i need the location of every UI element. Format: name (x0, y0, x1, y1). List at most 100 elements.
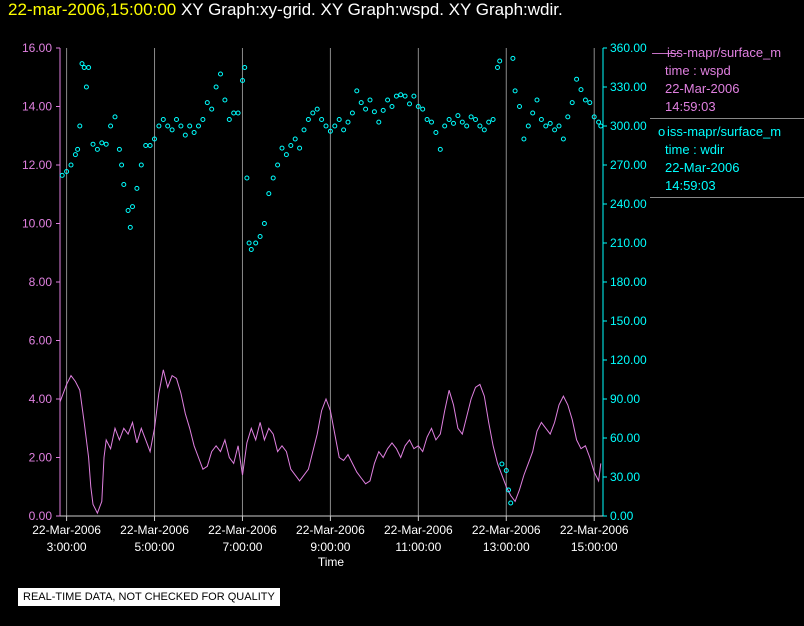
series-point-wdir (310, 110, 316, 116)
right-tick-label: 240.00 (610, 197, 647, 211)
x-tick-date-label: 22-Mar-2006 (120, 523, 189, 537)
series-point-wdir (574, 76, 580, 82)
series-point-wdir (538, 117, 544, 122)
series-point-wdir (138, 162, 144, 168)
series-point-wdir (242, 65, 248, 70)
series-point-wdir (517, 104, 522, 109)
series-point-wdir (130, 204, 135, 210)
legend-entry-wdir: o iss-mapr/surface_m time : wdir 22-Mar-… (650, 123, 804, 195)
series-point-wdir (261, 221, 267, 226)
series-point-wdir (116, 146, 122, 152)
right-tick-label: 270.00 (610, 158, 647, 172)
right-tick-label: 0.00 (610, 509, 634, 523)
series-point-wdir (486, 119, 492, 125)
series-point-wdir (200, 117, 206, 122)
series-point-wdir (534, 97, 540, 103)
legend-series-date: 22-Mar-2006 (665, 160, 740, 175)
legend-series-label: time : wspd (665, 63, 731, 78)
series-point-wdir (218, 71, 223, 77)
series-point-wdir (437, 146, 443, 152)
series-point-wdir (598, 123, 604, 129)
series-point-wdir (407, 101, 412, 107)
series-point-wdir (358, 100, 364, 106)
series-point-wdir (363, 106, 369, 112)
series-point-wdir (490, 117, 496, 122)
series-point-wdir (415, 104, 421, 109)
legend-entry-wspd: —— iss-mapr/surface_m time : wspd 22-Mar… (650, 44, 804, 116)
right-tick-label: 300.00 (610, 119, 647, 133)
x-tick-date-label: 22-Mar-2006 (384, 523, 453, 537)
series-point-wdir (297, 145, 303, 151)
series-point-wdir (332, 123, 338, 129)
right-tick-label: 180.00 (610, 275, 647, 289)
series-point-wdir (64, 169, 70, 174)
series-point-wdir (147, 143, 153, 148)
series-point-wdir (119, 162, 125, 168)
series-point-wdir (314, 106, 320, 112)
series-point-wdir (459, 119, 465, 125)
series-point-wdir (103, 141, 109, 147)
series-point-wdir (345, 119, 351, 125)
series-point-wdir (560, 136, 566, 142)
quality-note: REAL-TIME DATA, NOT CHECKED FOR QUALITY (18, 588, 280, 606)
series-point-wdir (323, 123, 329, 129)
series-point-wdir (222, 97, 228, 103)
legend-series-date: 22-Mar-2006 (665, 81, 740, 96)
x-tick-date-label: 22-Mar-2006 (560, 523, 629, 537)
series-point-wdir (398, 92, 404, 98)
series-point-wdir (543, 123, 549, 129)
series-point-wdir (253, 240, 259, 246)
series-point-wdir (191, 130, 197, 135)
series-point-wdir (380, 107, 386, 113)
series-point-wdir (231, 110, 237, 116)
series-point-wdir (83, 84, 89, 90)
series-point-wdir (169, 127, 175, 133)
series-point-wdir (121, 182, 127, 187)
right-tick-label: 60.00 (610, 431, 640, 445)
series-point-wdir (547, 120, 553, 126)
left-tick-label: 16.00 (22, 41, 52, 55)
series-point-wdir (275, 162, 281, 168)
series-point-wdir (246, 240, 252, 246)
series-point-wdir (305, 117, 311, 122)
series-point-wdir (455, 113, 461, 119)
series-point-wdir (266, 191, 272, 197)
series-point-wdir (182, 132, 188, 138)
series-point-wdir (204, 100, 210, 106)
series-point-wdir (99, 140, 105, 146)
legend-line-marker: —— (652, 45, 678, 60)
series-point-wdir (213, 84, 219, 90)
series-point-wdir (301, 127, 307, 133)
series-point-wdir (497, 58, 503, 64)
series-point-wdir (578, 87, 584, 93)
series-point-wdir (367, 97, 373, 103)
series-point-wdir (94, 146, 100, 152)
series-point-wdir (442, 123, 448, 129)
series-point-wdir (596, 119, 602, 125)
series-point-wdir (81, 65, 87, 70)
header-timestamp: 22-mar-2006,15:00:00 (8, 0, 177, 19)
series-point-wdir (112, 114, 118, 120)
right-tick-label: 90.00 (610, 392, 640, 406)
series-point-wdir (279, 145, 285, 151)
series-point-wdir (143, 143, 149, 148)
x-axis-label: Time (318, 555, 345, 569)
series-point-wdir (508, 500, 514, 506)
x-tick-time-label: 11:00:00 (395, 540, 441, 554)
series-point-wdir (354, 88, 360, 94)
series-point-wdir (165, 123, 171, 129)
series-point-wdir (68, 162, 74, 168)
series-point-wdir (591, 114, 597, 120)
left-tick-label: 6.00 (29, 334, 53, 348)
series-point-wdir (152, 136, 157, 142)
series-point-wdir (565, 114, 571, 120)
x-tick-time-label: 13:00:00 (483, 540, 530, 554)
series-point-wdir (510, 55, 516, 61)
series-point-wdir (283, 152, 289, 158)
series-point-wdir (429, 119, 434, 125)
series-point-wdir (468, 114, 474, 120)
left-axis: 0.00 2.00 4.00 6.00 8.00 10.00 12.00 14.00 16.00 (22, 41, 61, 523)
series-layer (59, 55, 604, 515)
series-point-wdir (420, 106, 426, 112)
